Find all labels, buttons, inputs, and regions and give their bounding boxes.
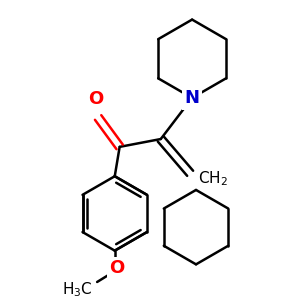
Text: N: N (184, 89, 200, 107)
Text: O: O (109, 259, 124, 277)
Text: CH$_2$: CH$_2$ (198, 169, 228, 188)
Text: O: O (88, 90, 104, 108)
Text: H$_3$C: H$_3$C (62, 280, 93, 299)
